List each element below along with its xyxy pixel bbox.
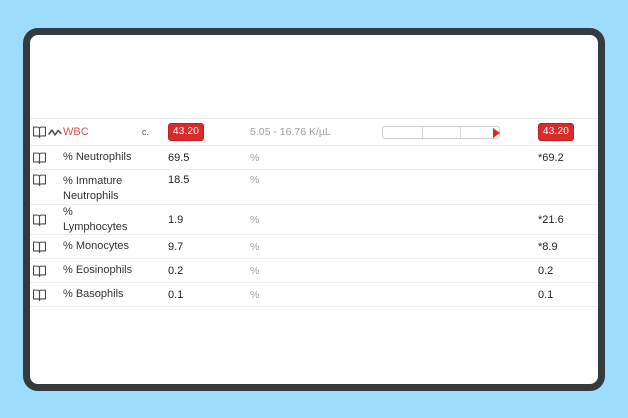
book-icon[interactable]: [33, 214, 48, 226]
value-cell: 0.1: [168, 289, 248, 301]
table-row: % Neutrophils 69.5% *69.2: [30, 146, 598, 170]
trend-icon-slot: [48, 170, 63, 174]
result-cell: *8.9: [538, 241, 594, 253]
analyte-name[interactable]: % Monocytes: [63, 240, 130, 253]
unit-or-reference-range: %: [250, 240, 260, 253]
table-row: % Basophils 0.1% 0.1: [30, 283, 598, 308]
book-icon[interactable]: [33, 289, 48, 301]
table-row: % Lymphocytes 1.9% *21.6: [30, 205, 598, 236]
result-cell: *69.2: [538, 152, 594, 164]
result-value: 18.5: [168, 174, 190, 186]
app-window: WBC c. 43.20 5.05 - 16.76 K/µL 43.20 % Neutro…: [23, 28, 605, 391]
out-of-range-marker-icon: [493, 127, 500, 138]
book-icon[interactable]: [33, 152, 48, 164]
previous-result-value: 0.1: [538, 288, 554, 301]
table-row: % Eosinophils 0.2% 0.2: [30, 259, 598, 284]
book-icon[interactable]: [33, 241, 48, 253]
value-cell: 18.5: [168, 170, 248, 186]
range-bar-cell: [379, 125, 500, 139]
result-cell: 0.2: [538, 265, 594, 277]
book-icon[interactable]: [33, 265, 48, 277]
corrected-flag: [140, 170, 168, 174]
unit-or-reference-range: %: [250, 174, 260, 186]
book-icon[interactable]: [33, 126, 48, 138]
range-bar-divider: [421, 127, 423, 138]
result-value: 1.9: [168, 213, 184, 226]
lab-results-table: WBC c. 43.20 5.05 - 16.76 K/µL 43.20 % Neutro…: [30, 118, 598, 308]
value-cell: 43.20: [168, 123, 248, 141]
abnormal-value-badge: 43.20: [168, 123, 205, 141]
value-cell: 1.9: [168, 214, 248, 226]
value-cell: 9.7: [168, 241, 248, 253]
analyte-name[interactable]: % Eosinophils: [63, 264, 133, 277]
analyte-name[interactable]: % Basophils: [63, 288, 124, 301]
value-cell: 69.5: [168, 152, 248, 164]
abnormal-result-badge: 43.20: [538, 123, 575, 141]
result-value: 69.5: [168, 151, 190, 164]
unit-or-reference-range: %: [250, 264, 260, 277]
range-bar-divider: [460, 127, 462, 138]
unit-or-reference-range: %: [250, 288, 260, 301]
unit-or-reference-range: %: [250, 151, 260, 164]
table-row: WBC c. 43.20 5.05 - 16.76 K/µL 43.20: [30, 119, 598, 146]
result-cell: 43.20: [538, 123, 594, 141]
trendline-icon[interactable]: [48, 127, 63, 137]
analyte-name[interactable]: % Immature Neutrophils: [63, 175, 123, 202]
previous-result-value: *8.9: [538, 240, 558, 253]
reference-range-bar: [382, 126, 500, 139]
previous-result-value: 0.2: [538, 264, 554, 277]
analyte-name[interactable]: % Lymphocytes: [63, 205, 128, 233]
result-value: 0.1: [168, 288, 184, 301]
corrected-flag: c.: [142, 127, 150, 137]
table-row: % Monocytes 9.7% *8.9: [30, 235, 598, 260]
book-icon[interactable]: [33, 170, 48, 186]
previous-result-value: *69.2: [538, 151, 564, 164]
result-cell: 0.1: [538, 289, 594, 301]
previous-result-value: *21.6: [538, 213, 564, 226]
analyte-name[interactable]: WBC: [63, 125, 89, 138]
unit-or-reference-range: 5.05 - 16.76 K/µL: [250, 126, 331, 138]
result-value: 9.7: [168, 240, 184, 253]
unit-or-reference-range: %: [250, 213, 260, 226]
table-row: % Immature Neutrophils 18.5%: [30, 170, 598, 205]
result-value: 0.2: [168, 264, 184, 277]
result-cell: [538, 170, 594, 174]
range-bar-cell: [379, 170, 500, 174]
result-cell: *21.6: [538, 214, 594, 226]
analyte-name[interactable]: % Neutrophils: [63, 151, 132, 164]
value-cell: 0.2: [168, 265, 248, 277]
